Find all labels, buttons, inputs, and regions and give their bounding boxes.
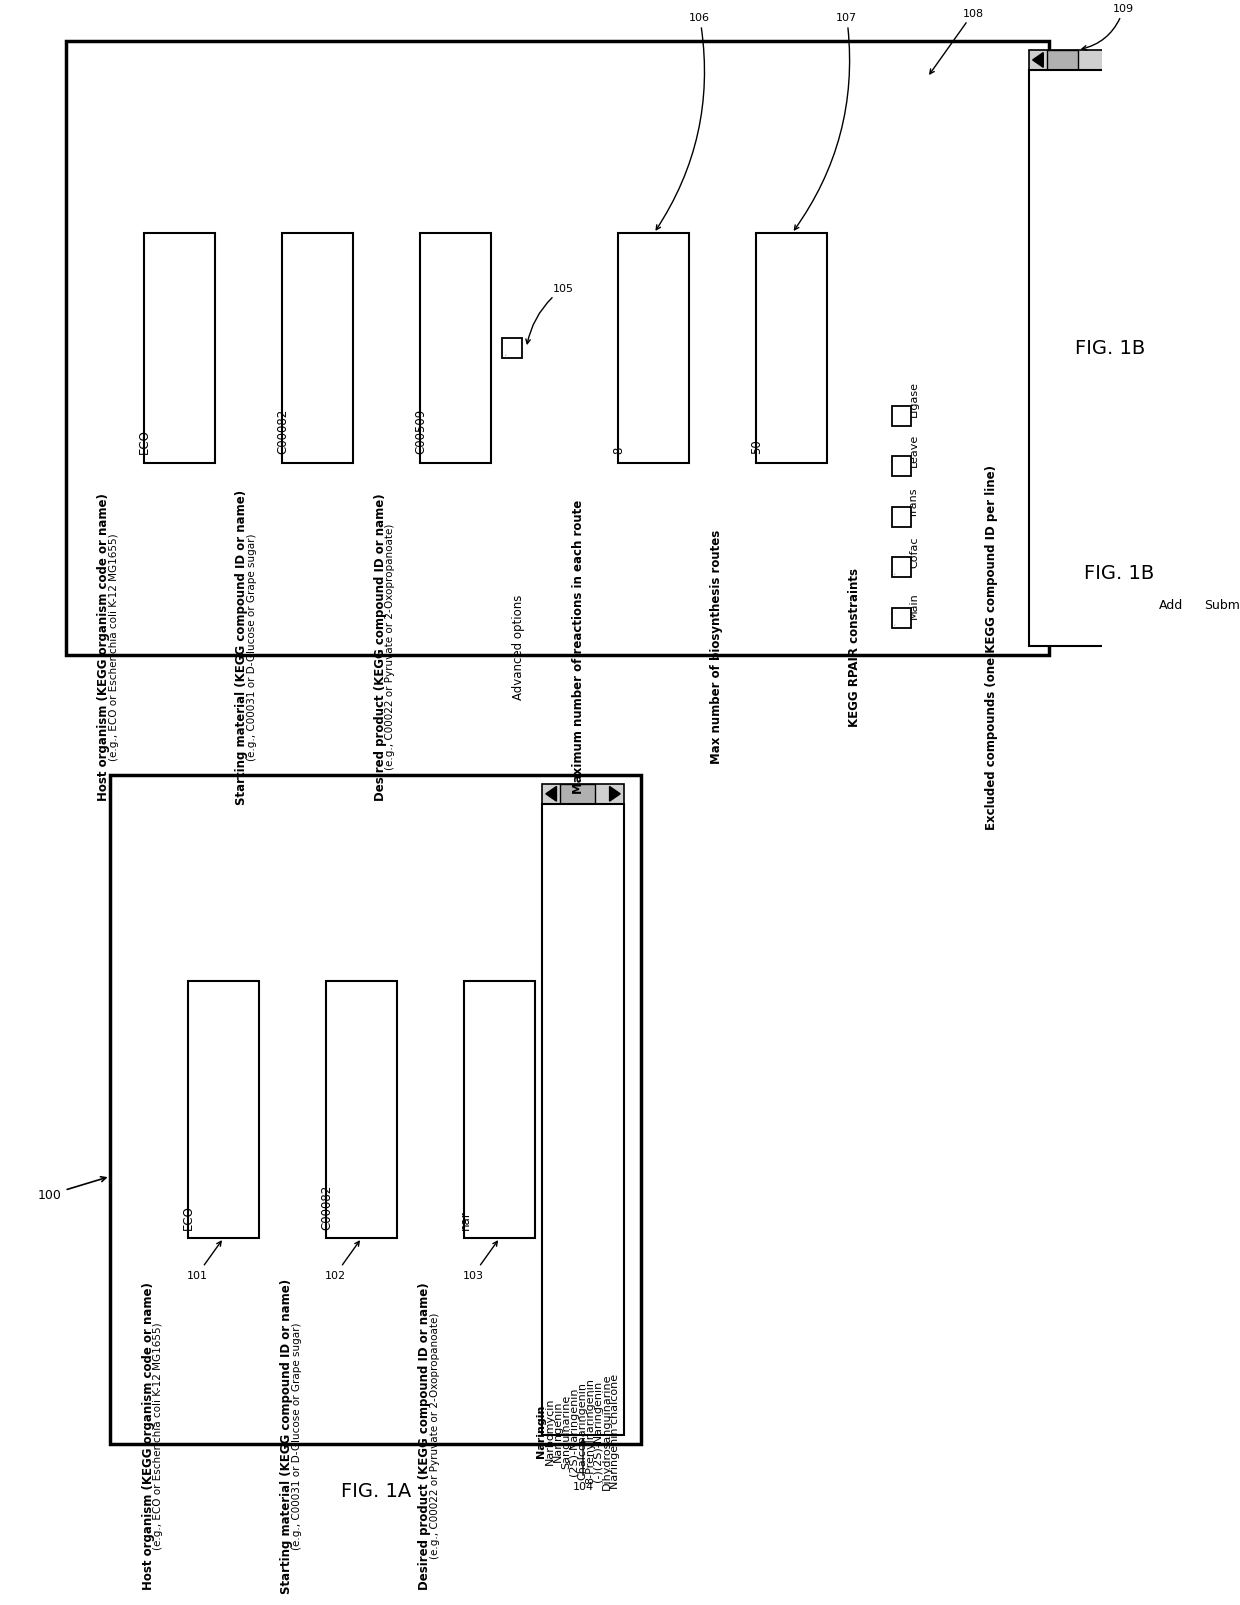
- Text: 105: 105: [526, 284, 574, 345]
- Text: (e.g., ECO or Escherichia coli K-12 MG1655): (e.g., ECO or Escherichia coli K-12 MG16…: [109, 533, 119, 761]
- Bar: [542, 785, 624, 804]
- Bar: [542, 804, 624, 1435]
- Bar: [144, 234, 215, 464]
- Text: ECO: ECO: [182, 1204, 196, 1229]
- Bar: [560, 785, 595, 804]
- Bar: [66, 42, 1049, 656]
- Text: C00082: C00082: [320, 1183, 334, 1229]
- Text: 8-Prenylnaringenin: 8-Prenylnaringenin: [585, 1377, 595, 1483]
- Text: Leave: Leave: [909, 433, 919, 467]
- Bar: [756, 234, 827, 464]
- Bar: [502, 339, 522, 360]
- Text: Sanguinarine: Sanguinarine: [560, 1393, 570, 1467]
- Text: 101: 101: [186, 1242, 221, 1281]
- Text: C00082: C00082: [277, 409, 289, 454]
- Text: Trans: Trans: [909, 488, 919, 517]
- Text: 107: 107: [795, 13, 857, 231]
- Polygon shape: [1112, 53, 1123, 69]
- Text: (-)(2S)-Naringenin: (-)(2S)-Naringenin: [594, 1380, 604, 1481]
- Bar: [188, 981, 259, 1237]
- Text: (e.g., C00031 or D-Glucose or Grape sugar): (e.g., C00031 or D-Glucose or Grape suga…: [247, 533, 258, 761]
- Bar: [420, 234, 491, 464]
- Text: FIG. 1A: FIG. 1A: [341, 1481, 410, 1501]
- Text: Starting material (KEGG compound ID or name): Starting material (KEGG compound ID or n…: [236, 490, 248, 804]
- Bar: [892, 507, 911, 528]
- Bar: [1145, 583, 1198, 629]
- Text: Host organism (KEGG organism code or name): Host organism (KEGG organism code or nam…: [98, 493, 110, 801]
- Bar: [1047, 51, 1078, 71]
- Text: Naringenin: Naringenin: [553, 1400, 563, 1461]
- Text: Starting material (KEGG compound ID or name): Starting material (KEGG compound ID or n…: [280, 1278, 293, 1592]
- Text: 50: 50: [750, 440, 764, 454]
- Text: Dihydrosanguinarine: Dihydrosanguinarine: [601, 1372, 611, 1489]
- Text: 104: 104: [573, 1440, 594, 1491]
- Text: Add: Add: [1158, 599, 1183, 612]
- Text: Naringin: Naringin: [537, 1404, 547, 1457]
- Text: Cofac: Cofac: [909, 536, 919, 568]
- Text: Submit: Submit: [1204, 599, 1240, 612]
- Text: Naringenin chalcone: Naringenin chalcone: [610, 1372, 620, 1488]
- Text: Chalconaringenin: Chalconaringenin: [577, 1382, 587, 1480]
- Text: 108: 108: [930, 8, 983, 75]
- Bar: [892, 608, 911, 629]
- Text: 103: 103: [463, 1242, 497, 1281]
- Bar: [892, 406, 911, 427]
- Bar: [110, 775, 641, 1444]
- Text: Ligase: Ligase: [909, 380, 919, 417]
- Text: Advanced options: Advanced options: [512, 594, 525, 700]
- Text: 100: 100: [38, 1176, 105, 1202]
- Polygon shape: [1033, 53, 1043, 69]
- Text: Main: Main: [909, 592, 919, 618]
- Text: 102: 102: [325, 1242, 360, 1281]
- Bar: [542, 804, 569, 1435]
- Bar: [326, 981, 397, 1237]
- Text: Desired product (KEGG compound ID or name): Desired product (KEGG compound ID or nam…: [418, 1281, 430, 1589]
- Polygon shape: [610, 786, 620, 801]
- Text: Desired product (KEGG compound ID or name): Desired product (KEGG compound ID or nam…: [373, 493, 387, 801]
- Text: KEGG RPAIR constraints: KEGG RPAIR constraints: [848, 567, 861, 725]
- Bar: [619, 234, 689, 464]
- Text: Excluded compounds (one KEGG compound ID per line): Excluded compounds (one KEGG compound ID…: [985, 464, 998, 830]
- Text: nar: nar: [459, 1209, 471, 1229]
- Bar: [465, 981, 536, 1237]
- Text: Narbomycin: Narbomycin: [544, 1396, 554, 1464]
- Text: 8: 8: [613, 446, 625, 454]
- Text: (2S)-Naringenin: (2S)-Naringenin: [569, 1387, 579, 1475]
- Bar: [892, 457, 911, 477]
- Text: (e.g., C00031 or D-Glucose or Grape sugar): (e.g., C00031 or D-Glucose or Grape suga…: [291, 1321, 301, 1549]
- Bar: [892, 559, 911, 578]
- Text: Host organism (KEGG organism code or name): Host organism (KEGG organism code or nam…: [141, 1281, 155, 1589]
- Text: Max number of biosynthesis routes: Max number of biosynthesis routes: [709, 530, 723, 764]
- Text: Maximum number of reactions in each route: Maximum number of reactions in each rout…: [572, 499, 585, 794]
- Text: C00509: C00509: [414, 409, 428, 454]
- Text: (e.g., ECO or Escherichia coli K-12 MG1655): (e.g., ECO or Escherichia coli K-12 MG16…: [154, 1321, 164, 1549]
- Text: FIG. 1B: FIG. 1B: [1084, 563, 1154, 583]
- Text: 106: 106: [656, 13, 711, 231]
- Bar: [1029, 71, 1126, 647]
- Text: ECO: ECO: [138, 430, 151, 454]
- Polygon shape: [546, 786, 557, 801]
- Text: (e.g., C00022 or Pyruvate or 2-Oxopropanoate): (e.g., C00022 or Pyruvate or 2-Oxopropan…: [386, 523, 396, 770]
- Text: 109: 109: [1083, 5, 1135, 51]
- Bar: [1029, 51, 1126, 71]
- Bar: [281, 234, 353, 464]
- Text: (e.g., C00022 or Pyruvate or 2-Oxopropanoate): (e.g., C00022 or Pyruvate or 2-Oxopropan…: [429, 1311, 440, 1558]
- Text: FIG. 1B: FIG. 1B: [1075, 339, 1146, 358]
